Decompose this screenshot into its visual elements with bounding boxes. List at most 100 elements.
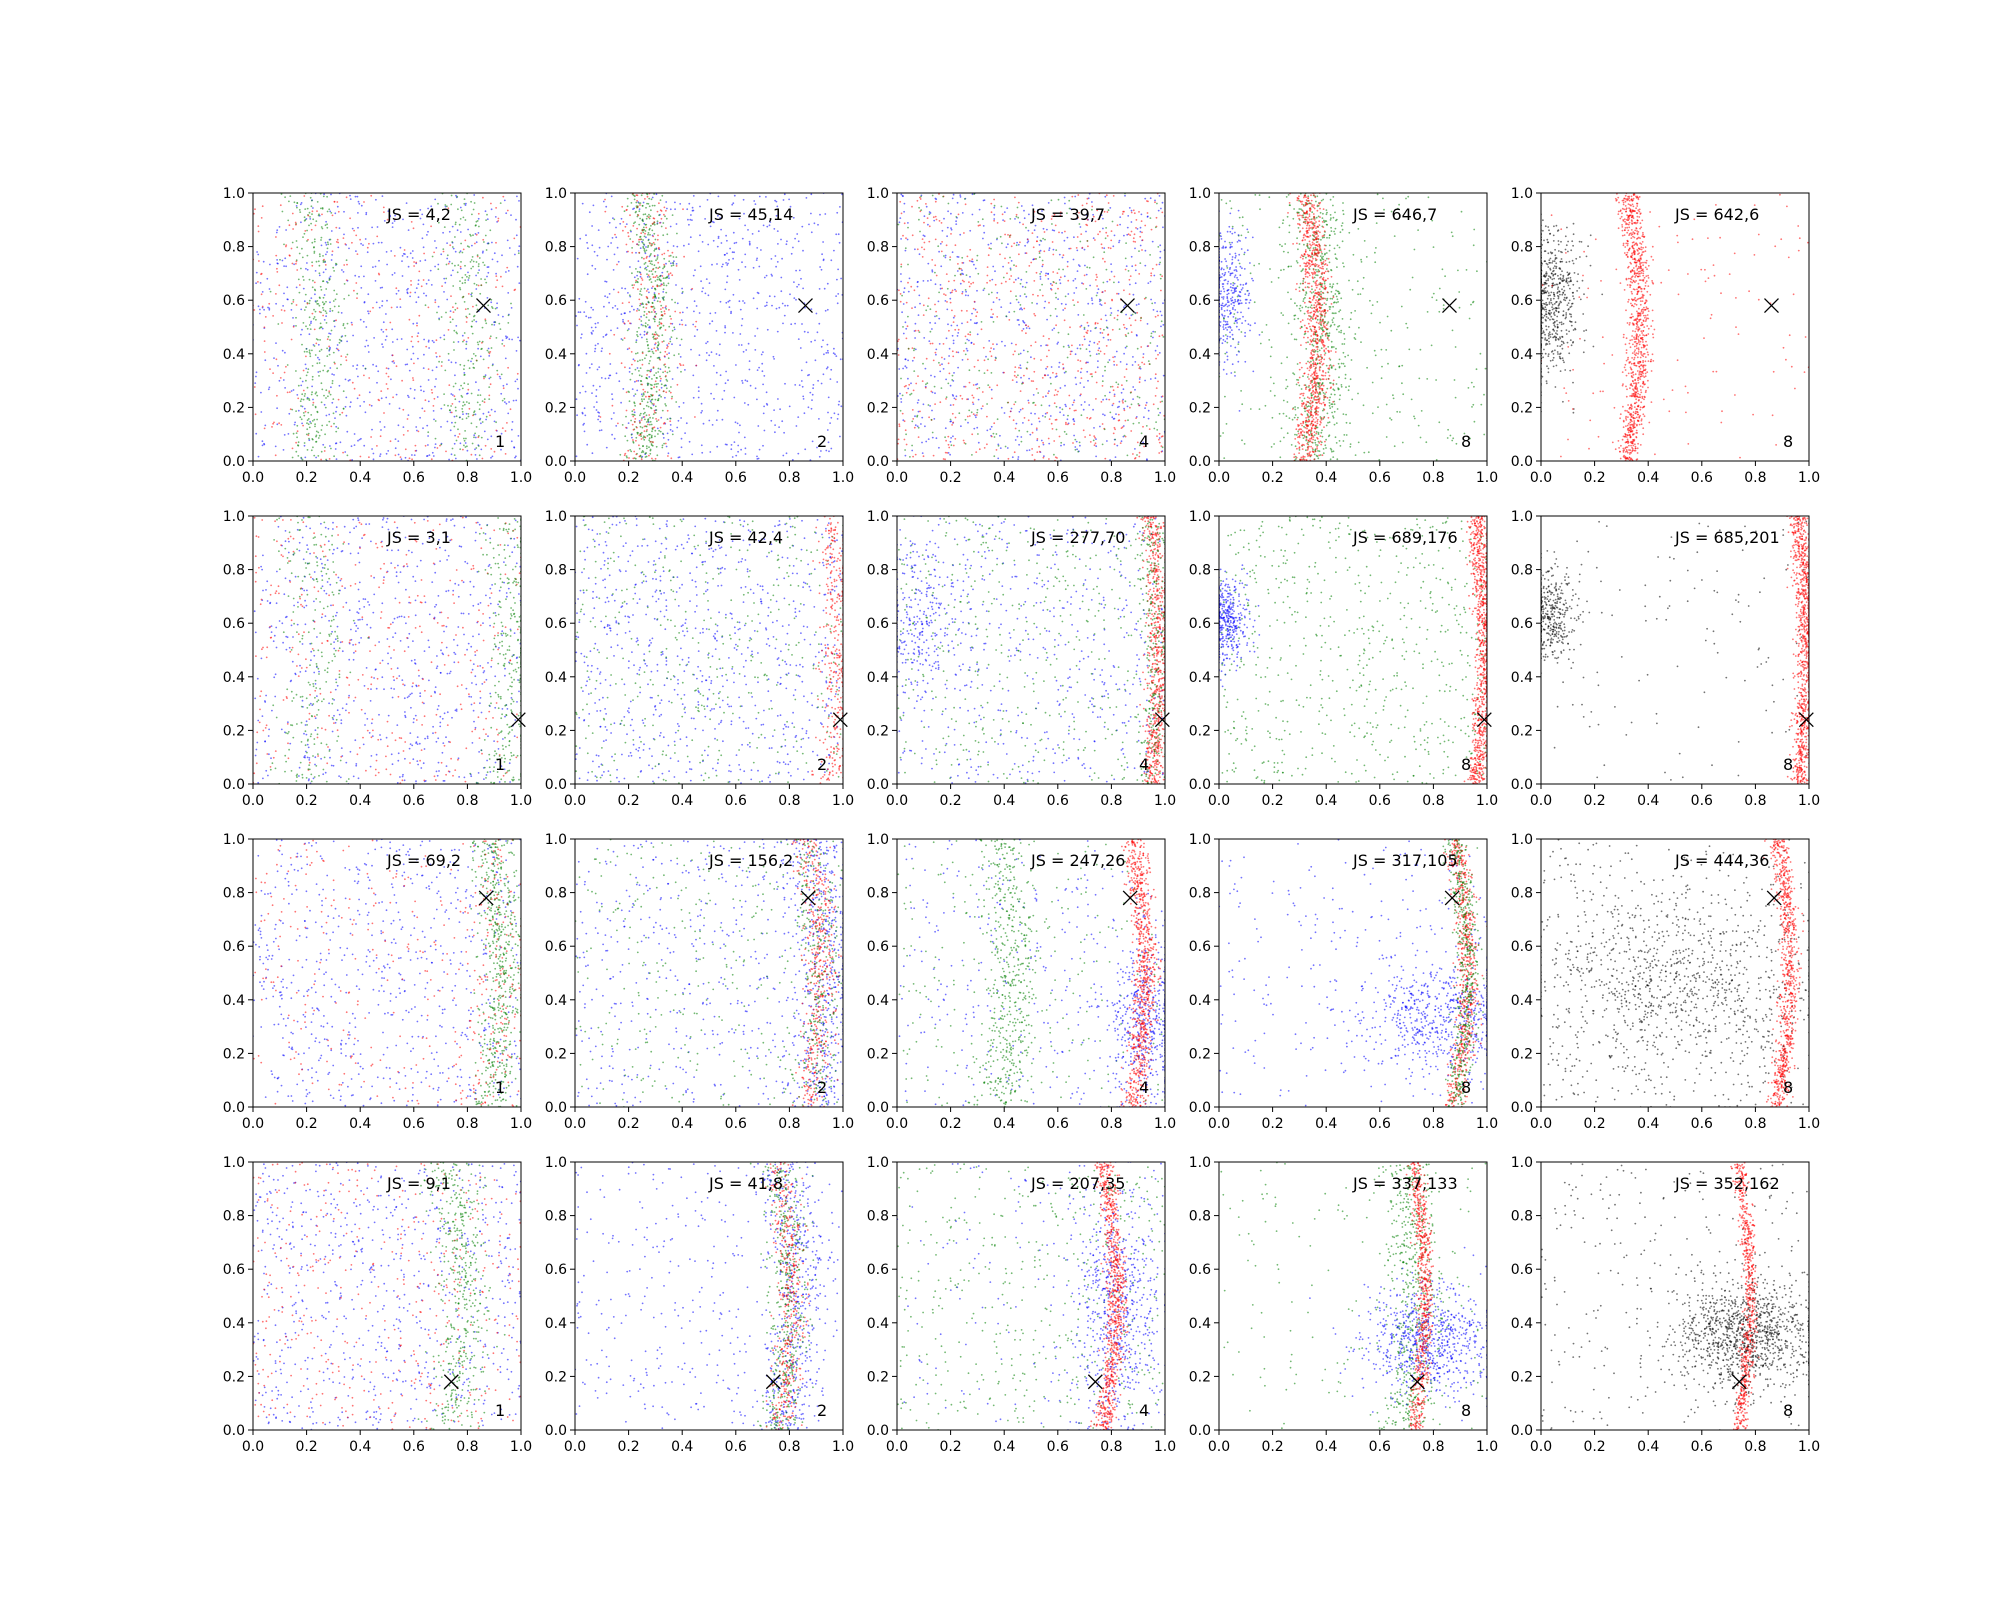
scatter-point bbox=[1338, 246, 1341, 249]
scatter-point bbox=[1059, 282, 1062, 285]
scatter-point bbox=[1331, 319, 1334, 321]
x-marker bbox=[798, 298, 813, 314]
scatter-point bbox=[1103, 247, 1106, 250]
scatter-point bbox=[1138, 396, 1141, 399]
scatter-point bbox=[1134, 312, 1137, 315]
scatter-point bbox=[395, 287, 398, 290]
scatter-point bbox=[762, 412, 765, 415]
scatter-point bbox=[660, 314, 663, 317]
scatter-point bbox=[302, 389, 305, 392]
scatter-point bbox=[1134, 448, 1136, 450]
scatter-point bbox=[367, 312, 370, 315]
scatter-point bbox=[1121, 426, 1124, 428]
scatter-point bbox=[1081, 246, 1084, 249]
scatter-point bbox=[1354, 333, 1357, 335]
scatter-point bbox=[344, 451, 347, 453]
scatter-point bbox=[325, 322, 328, 324]
scatter-point bbox=[633, 222, 635, 225]
scatter-point bbox=[1096, 322, 1099, 325]
scatter-point bbox=[684, 324, 687, 326]
scatter-point bbox=[1107, 209, 1110, 212]
scatter-point bbox=[309, 352, 311, 355]
scatter-point bbox=[636, 227, 638, 230]
scatter-point bbox=[1080, 414, 1083, 417]
scatter-point bbox=[463, 403, 466, 406]
scatter-point bbox=[977, 441, 980, 444]
scatter-point bbox=[659, 279, 662, 282]
scatter-point bbox=[811, 399, 813, 401]
scatter-point bbox=[770, 258, 773, 260]
scatter-point bbox=[958, 412, 961, 415]
scatter-point bbox=[591, 225, 593, 227]
scatter-point bbox=[910, 382, 912, 385]
scatter-point bbox=[660, 416, 663, 419]
y-tick-label: 0.2 bbox=[545, 400, 567, 416]
scatter-point bbox=[940, 222, 943, 224]
scatter-point bbox=[925, 309, 928, 312]
scatter-point bbox=[1097, 218, 1100, 221]
scatter-point bbox=[641, 229, 644, 232]
scatter-point bbox=[1129, 406, 1131, 409]
scatter-point bbox=[663, 310, 666, 313]
scatter-point bbox=[796, 285, 798, 288]
scatter-point bbox=[415, 261, 418, 264]
scatter-point bbox=[605, 446, 608, 449]
scatter-point bbox=[638, 298, 641, 301]
scatter-point bbox=[680, 417, 682, 419]
scatter-point bbox=[1011, 456, 1014, 459]
scatter-point bbox=[908, 277, 911, 280]
scatter-point bbox=[311, 375, 314, 378]
scatter-point bbox=[1060, 444, 1062, 447]
scatter-point bbox=[347, 379, 350, 382]
scatter-point bbox=[365, 213, 368, 216]
scatter-point bbox=[902, 332, 905, 335]
scatter-point bbox=[933, 385, 936, 388]
scatter-point bbox=[307, 434, 310, 436]
scatter-point bbox=[290, 247, 293, 250]
scatter-point bbox=[1109, 385, 1112, 388]
scatter-point bbox=[646, 215, 649, 218]
scatter-point bbox=[949, 440, 952, 443]
scatter-point bbox=[254, 208, 256, 211]
scatter-point bbox=[1104, 302, 1106, 305]
scatter-point bbox=[434, 385, 436, 388]
scatter-point bbox=[298, 252, 301, 255]
scatter-point bbox=[510, 307, 513, 309]
scatter-point bbox=[446, 254, 449, 257]
scatter-point bbox=[341, 269, 343, 271]
scatter-point bbox=[1096, 276, 1098, 278]
scatter-point bbox=[709, 312, 712, 315]
scatter-point bbox=[425, 282, 428, 285]
scatter-point bbox=[1050, 366, 1053, 368]
scatter-point bbox=[293, 423, 296, 426]
scatter-point bbox=[471, 292, 473, 294]
scatter-point bbox=[638, 223, 641, 226]
scatter-point bbox=[1027, 240, 1030, 243]
scatter-point bbox=[654, 316, 657, 318]
scatter-point bbox=[659, 300, 661, 303]
scatter-point bbox=[671, 274, 674, 277]
scatter-point bbox=[952, 193, 955, 196]
scatter-point bbox=[660, 308, 662, 310]
scatter-point bbox=[795, 425, 798, 427]
scatter-point bbox=[965, 347, 968, 350]
scatter-point bbox=[653, 264, 656, 267]
scatter-point bbox=[980, 407, 983, 410]
scatter-point bbox=[651, 204, 654, 207]
points-group bbox=[897, 193, 1165, 461]
scatter-point bbox=[321, 301, 324, 304]
scatter-point bbox=[505, 402, 508, 405]
scatter-point bbox=[669, 340, 672, 343]
scatter-point bbox=[827, 351, 829, 354]
scatter-point bbox=[283, 371, 286, 374]
scatter-point bbox=[395, 292, 398, 295]
scatter-point bbox=[1121, 213, 1124, 215]
scatter-point bbox=[452, 341, 455, 343]
scatter-point bbox=[655, 193, 658, 196]
scatter-point bbox=[1136, 441, 1139, 444]
scatter-point bbox=[650, 368, 653, 371]
scatter-point bbox=[292, 299, 295, 301]
scatter-point bbox=[679, 311, 681, 314]
scatter-point bbox=[658, 394, 661, 396]
scatter-point bbox=[665, 291, 668, 294]
